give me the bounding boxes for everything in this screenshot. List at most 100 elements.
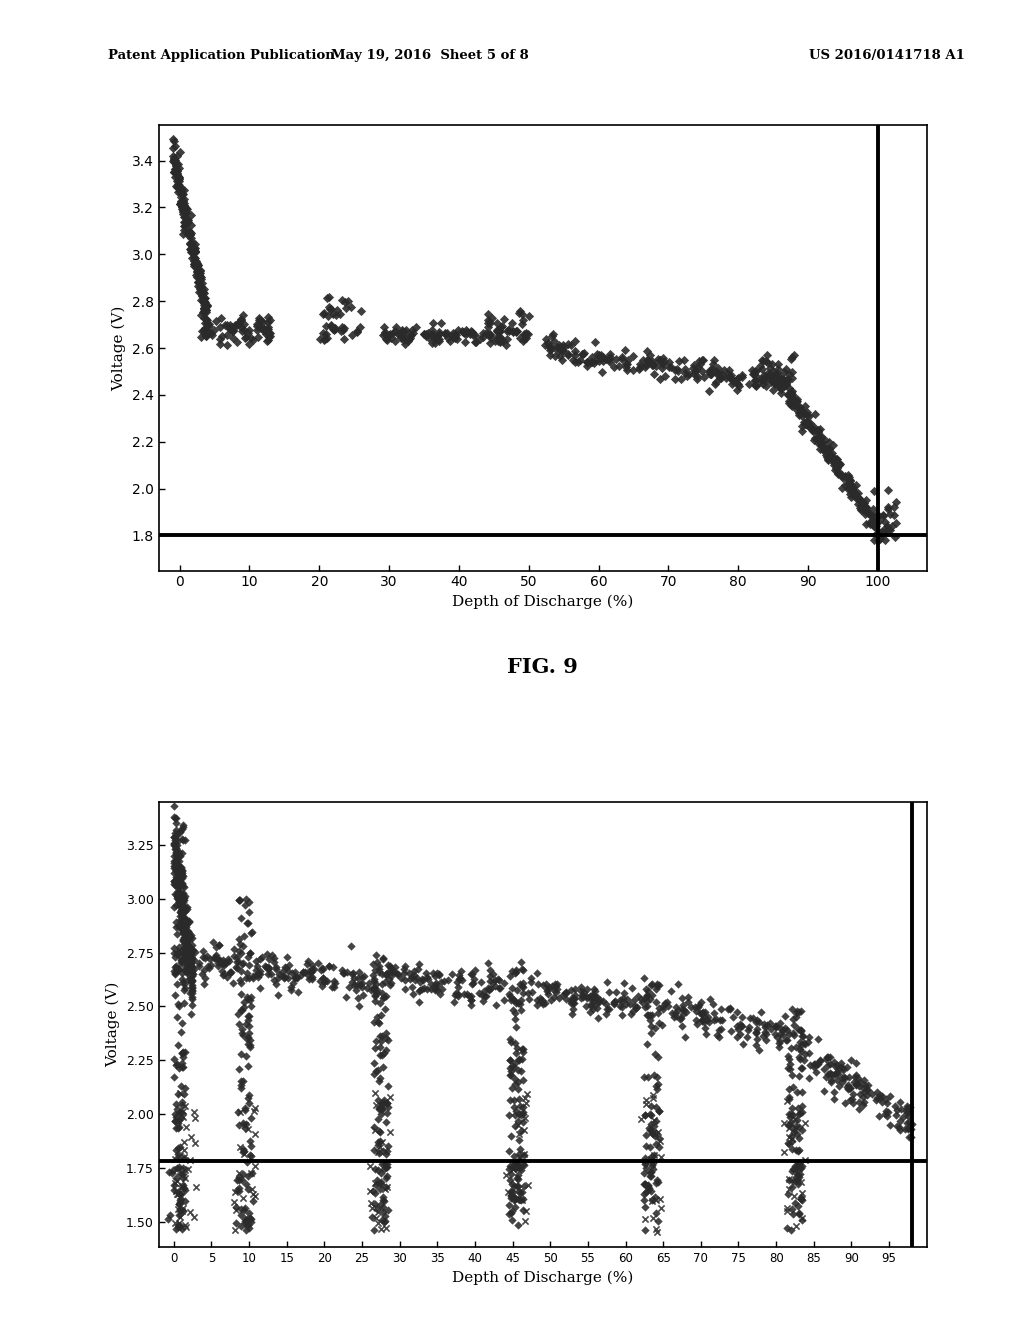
Point [175,928,191,949]
Point [424,333,440,354]
Point [801,1027,817,1048]
Point [810,426,826,447]
Point [851,1098,867,1119]
Point [177,198,194,219]
Point [189,255,206,276]
Point [507,1104,523,1125]
Point [783,384,800,405]
Point [174,183,190,205]
Point [225,939,242,960]
Point [371,1071,387,1092]
Point [175,195,191,216]
Point [182,215,199,236]
Point [824,434,841,455]
Point [478,986,495,1007]
Point [383,965,399,986]
Point [606,356,623,378]
Point [835,1067,851,1088]
Point [648,1221,665,1242]
Point [171,871,187,892]
Point [378,1111,394,1133]
Point [643,354,659,375]
Point [510,1180,526,1201]
Point [290,981,306,1002]
Point [841,466,857,487]
Point [238,1213,254,1234]
Point [375,948,391,969]
Point [720,999,736,1020]
Point [167,956,183,977]
Point [643,1180,659,1201]
Point [403,325,420,346]
Point [855,499,871,520]
Point [508,321,524,342]
Point [283,975,299,997]
Point [240,1119,256,1140]
Point [372,1121,388,1142]
Point [179,929,196,950]
Point [172,193,188,214]
Point [714,1008,730,1030]
Point [185,238,202,259]
Point [870,521,887,543]
Point [304,966,321,987]
Point [794,1057,810,1078]
Point [193,276,209,297]
Point [179,962,196,983]
Point [316,327,333,348]
Point [668,1005,684,1026]
Point [246,1101,262,1122]
Point [796,412,812,433]
Point [656,351,673,372]
Point [885,515,901,536]
Point [769,374,785,395]
Point [171,1183,187,1204]
Point [313,958,330,979]
Point [749,1010,765,1031]
Point [324,977,340,998]
Point [638,1151,654,1172]
Point [542,337,558,358]
Point [769,1026,785,1047]
Point [174,1043,190,1064]
Point [825,1082,842,1104]
Point [243,1212,259,1233]
Point [169,1138,185,1159]
Point [168,826,184,847]
Point [694,1010,711,1031]
Point [506,989,522,1010]
Point [855,1094,871,1115]
Point [374,982,390,1003]
Point [487,994,504,1015]
Point [168,956,184,977]
Point [268,973,285,994]
Point [590,1008,606,1030]
Point [175,215,191,236]
Point [758,375,774,396]
Point [354,985,371,1006]
Point [189,255,206,276]
Point [509,979,525,1001]
Point [879,516,895,537]
Point [755,1026,771,1047]
Point [444,325,461,346]
Point [207,946,223,968]
Y-axis label: Voltage (V): Voltage (V) [112,305,126,391]
Point [646,1064,663,1085]
Point [653,1197,670,1218]
Point [868,1089,885,1110]
Point [180,946,197,968]
Point [585,999,601,1020]
Point [529,974,546,995]
Point [185,1102,202,1123]
Point [368,1094,384,1115]
Point [378,964,394,985]
Point [280,946,296,968]
Point [171,875,187,896]
Point [857,496,873,517]
Point [300,950,316,972]
Point [509,1078,525,1100]
Point [732,1016,749,1038]
Point [513,1189,529,1210]
Point [796,403,812,424]
